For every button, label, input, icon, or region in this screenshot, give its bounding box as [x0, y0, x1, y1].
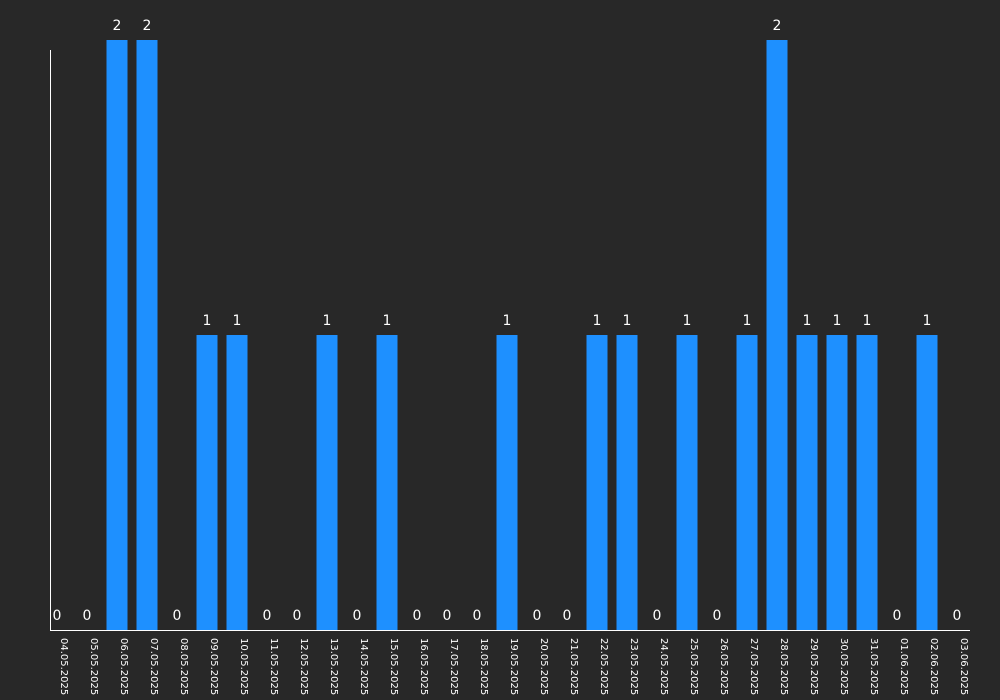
x-tick-label-17.05.2025: 17.05.2025 [448, 638, 459, 695]
value-label-27.05.2025: 1 [743, 313, 752, 329]
bar-30.05.2025 [826, 335, 848, 630]
value-labels-layer: 0 0 2 2 0 1 1 0 0 1 0 1 0 0 0 1 0 0 1 1 0 1 0 1 2 1 1 1 0 1 0 [53, 18, 962, 624]
x-tick-label-08.05.2025: 08.05.2025 [178, 638, 189, 695]
bar-28.05.2025 [766, 40, 788, 630]
bar-22.05.2025 [586, 335, 608, 630]
value-label-01.06.2025: 0 [893, 608, 902, 624]
value-label-23.05.2025: 1 [623, 313, 632, 329]
x-tick-label-31.05.2025: 31.05.2025 [868, 638, 879, 695]
x-tick-label-07.05.2025: 07.05.2025 [148, 638, 159, 695]
value-label-28.05.2025: 2 [773, 18, 782, 34]
x-tick-label-14.05.2025: 14.05.2025 [358, 638, 369, 695]
value-label-18.05.2025: 0 [473, 608, 482, 624]
x-tick-label-10.05.2025: 10.05.2025 [238, 638, 249, 695]
x-tick-label-04.05.2025: 04.05.2025 [58, 638, 69, 695]
value-label-08.05.2025: 0 [173, 608, 182, 624]
bar-15.05.2025 [376, 335, 398, 630]
value-label-25.05.2025: 1 [683, 313, 692, 329]
value-label-06.05.2025: 2 [113, 18, 122, 34]
x-tick-label-20.05.2025: 20.05.2025 [538, 638, 549, 695]
value-label-17.05.2025: 0 [443, 608, 452, 624]
value-label-12.05.2025: 0 [293, 608, 302, 624]
x-tick-label-16.05.2025: 16.05.2025 [418, 638, 429, 695]
x-tick-label-03.06.2025: 03.06.2025 [958, 638, 969, 695]
x-tick-label-02.06.2025: 02.06.2025 [928, 638, 939, 695]
value-label-13.05.2025: 1 [323, 313, 332, 329]
bar-23.05.2025 [616, 335, 638, 630]
value-label-03.06.2025: 0 [953, 608, 962, 624]
x-tick-label-30.05.2025: 30.05.2025 [838, 638, 849, 695]
bar-31.05.2025 [856, 335, 878, 630]
value-label-05.05.2025: 0 [83, 608, 92, 624]
bar-02.06.2025 [916, 335, 938, 630]
x-tick-label-25.05.2025: 25.05.2025 [688, 638, 699, 695]
value-label-11.05.2025: 0 [263, 608, 272, 624]
bar-27.05.2025 [736, 335, 758, 630]
value-label-22.05.2025: 1 [593, 313, 602, 329]
x-tick-label-21.05.2025: 21.05.2025 [568, 638, 579, 695]
bar-06.05.2025 [106, 40, 128, 630]
x-tick-labels-layer: 04.05.2025 05.05.2025 06.05.2025 07.05.2025… [58, 638, 969, 695]
x-tick-label-01.06.2025: 01.06.2025 [898, 638, 909, 695]
value-label-16.05.2025: 0 [413, 608, 422, 624]
value-label-09.05.2025: 1 [203, 313, 212, 329]
x-tick-label-05.05.2025: 05.05.2025 [88, 638, 99, 695]
bar-10.05.2025 [226, 335, 248, 630]
x-tick-label-11.05.2025: 11.05.2025 [268, 638, 279, 695]
value-label-02.06.2025: 1 [923, 313, 932, 329]
bar-25.05.2025 [676, 335, 698, 630]
x-tick-label-06.05.2025: 06.05.2025 [118, 638, 129, 695]
bars-layer [106, 40, 938, 630]
bar-09.05.2025 [196, 335, 218, 630]
x-tick-label-24.05.2025: 24.05.2025 [658, 638, 669, 695]
x-tick-label-23.05.2025: 23.05.2025 [628, 638, 639, 695]
bar-07.05.2025 [136, 40, 158, 630]
value-label-19.05.2025: 1 [503, 313, 512, 329]
value-label-20.05.2025: 0 [533, 608, 542, 624]
bar-29.05.2025 [796, 335, 818, 630]
x-tick-label-29.05.2025: 29.05.2025 [808, 638, 819, 695]
value-label-10.05.2025: 1 [233, 313, 242, 329]
x-tick-label-26.05.2025: 26.05.2025 [718, 638, 729, 695]
x-tick-label-09.05.2025: 09.05.2025 [208, 638, 219, 695]
x-tick-label-12.05.2025: 12.05.2025 [298, 638, 309, 695]
value-label-29.05.2025: 1 [803, 313, 812, 329]
x-tick-label-15.05.2025: 15.05.2025 [388, 638, 399, 695]
bar-19.05.2025 [496, 335, 518, 630]
value-label-14.05.2025: 0 [353, 608, 362, 624]
value-label-21.05.2025: 0 [563, 608, 572, 624]
x-tick-label-27.05.2025: 27.05.2025 [748, 638, 759, 695]
x-tick-label-19.05.2025: 19.05.2025 [508, 638, 519, 695]
value-label-24.05.2025: 0 [653, 608, 662, 624]
bar-13.05.2025 [316, 335, 338, 630]
value-label-15.05.2025: 1 [383, 313, 392, 329]
x-tick-label-18.05.2025: 18.05.2025 [478, 638, 489, 695]
value-label-07.05.2025: 2 [143, 18, 152, 34]
value-label-26.05.2025: 0 [713, 608, 722, 624]
x-tick-label-13.05.2025: 13.05.2025 [328, 638, 339, 695]
x-tick-label-28.05.2025: 28.05.2025 [778, 638, 789, 695]
value-label-30.05.2025: 1 [833, 313, 842, 329]
x-tick-label-22.05.2025: 22.05.2025 [598, 638, 609, 695]
value-label-04.05.2025: 0 [53, 608, 62, 624]
value-label-31.05.2025: 1 [863, 313, 872, 329]
